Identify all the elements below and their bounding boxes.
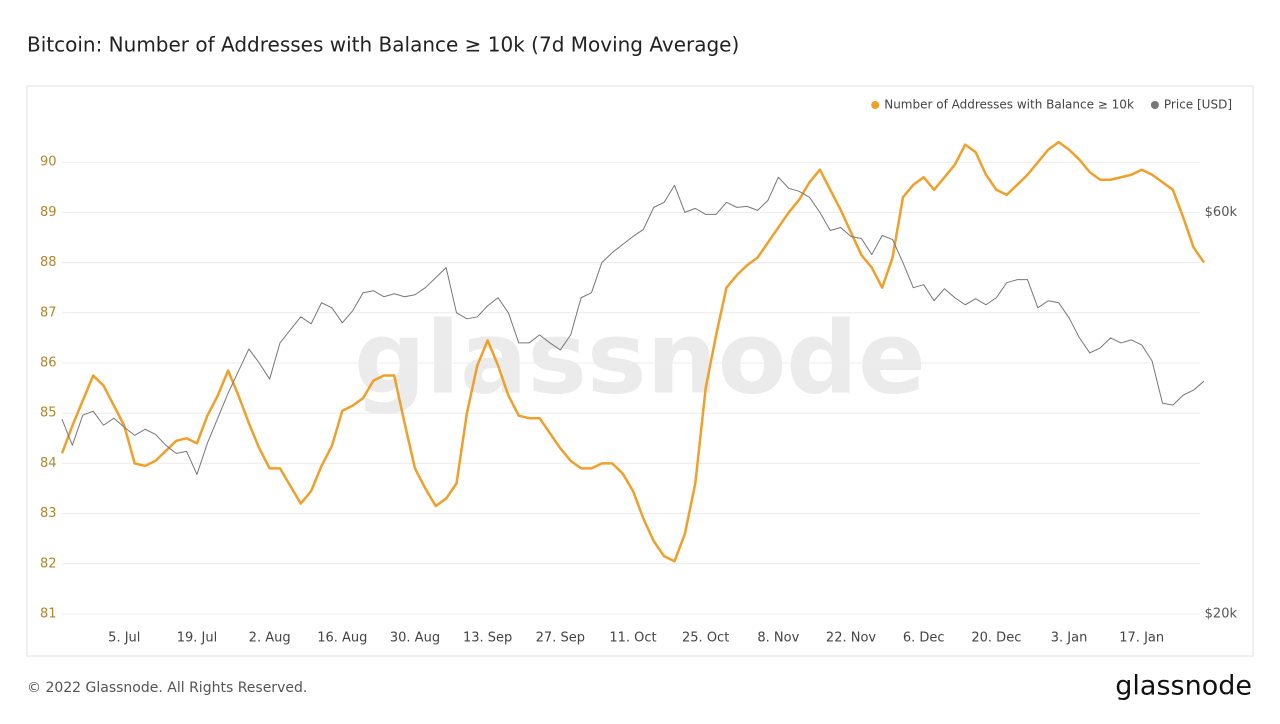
x-tick-label: 19. Jul <box>177 631 218 646</box>
y-tick-label: 90 <box>40 155 57 170</box>
x-tick-label: 27. Sep <box>536 631 585 646</box>
series-line <box>61 176 1205 475</box>
x-tick-label: 17. Jan <box>1119 631 1164 646</box>
x-tick-label: 3. Jan <box>1051 631 1088 646</box>
legend-marker <box>1150 101 1159 109</box>
y-tick-label: 88 <box>40 255 57 270</box>
x-tick-label: 6. Dec <box>903 631 945 646</box>
x-tick-label: 13. Sep <box>463 631 512 646</box>
y2-tick-label: $20k <box>1205 607 1238 622</box>
x-tick-label: 11. Oct <box>609 631 656 646</box>
y-tick-label: 86 <box>40 356 57 371</box>
y-tick-label: 85 <box>40 406 57 421</box>
watermark: glassnode <box>354 299 926 416</box>
x-tick-label: 25. Oct <box>682 631 729 646</box>
chart-title: Bitcoin: Number of Addresses with Balanc… <box>27 33 739 57</box>
y2-tick-label: $60k <box>1205 205 1238 220</box>
x-tick-label: 16. Aug <box>317 631 367 646</box>
y-tick-label: 89 <box>40 205 57 220</box>
x-tick-label: 22. Nov <box>826 631 876 646</box>
y-tick-label: 81 <box>40 607 57 622</box>
series-line <box>60 140 1206 563</box>
y-tick-label: 87 <box>40 305 57 320</box>
legend-marker <box>871 101 880 109</box>
x-tick-label: 5. Jul <box>108 631 140 646</box>
y-tick-label: 83 <box>40 506 57 521</box>
x-tick-label: 20. Dec <box>971 631 1021 646</box>
chart-frame <box>26 85 1254 657</box>
x-tick-label: 8. Nov <box>757 631 799 646</box>
y-tick-label: 82 <box>40 556 57 571</box>
legend-label: Number of Addresses with Balance ≥ 10k <box>884 98 1134 112</box>
legend-label: Price [USD] <box>1164 98 1232 112</box>
x-tick-label: 2. Aug <box>249 631 291 646</box>
logo: glassnode <box>1115 671 1252 702</box>
footer: © 2022 Glassnode. All Rights Reserved. <box>27 680 307 696</box>
x-tick-label: 30. Aug <box>390 631 440 646</box>
y-tick-label: 84 <box>40 456 57 471</box>
